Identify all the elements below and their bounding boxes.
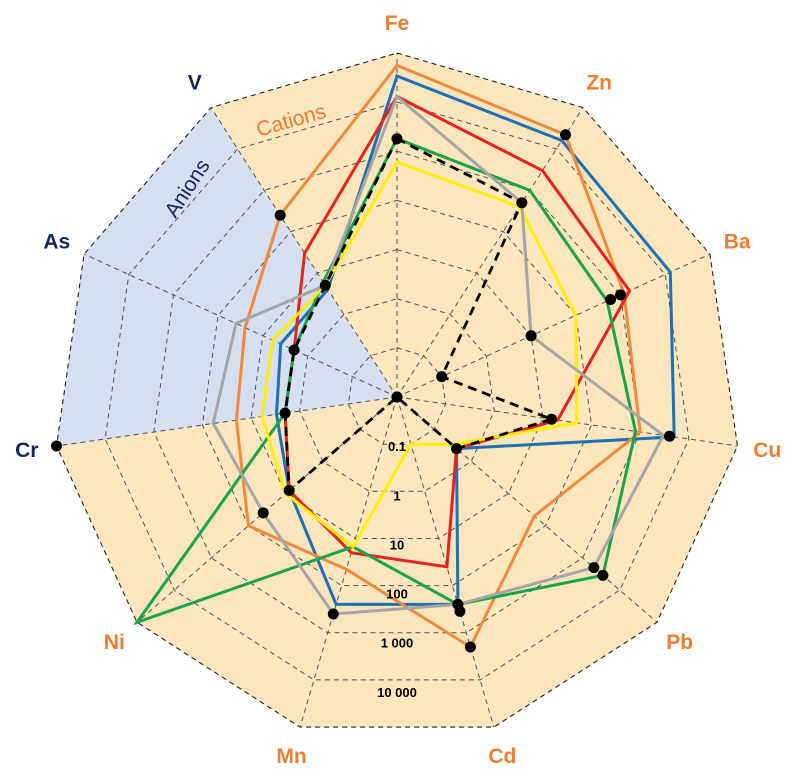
grid-spoke [396,396,495,728]
data-point-marker [288,344,300,356]
tick-label: 1 000 [381,636,414,651]
data-point-marker [597,569,609,581]
data-point-marker [615,289,626,301]
outer-ring [55,52,739,728]
tick-label: 10 [390,537,404,552]
chart-series [133,63,676,650]
data-point-marker [664,430,675,442]
series-line-4 [260,160,579,550]
series-line-0 [274,74,676,606]
data-point-marker [257,507,269,519]
chart-background [56,52,738,728]
axis-label-pb: Pb [666,631,693,654]
axis-label-v: V [188,71,202,94]
grid-ring [153,150,641,634]
tick-label: 1 [393,488,400,503]
data-point-marker [51,440,62,452]
axis-label-ni: Ni [104,631,125,654]
axis-label-zn: Zn [586,71,612,94]
grid-spoke [83,253,398,398]
data-point-marker [588,562,600,574]
chart-markers [51,129,675,653]
series-line-2 [283,94,632,569]
grid-spoke [396,253,711,398]
grid-ring [299,298,495,492]
tick-label: 0.1 [388,439,406,454]
tick-label: 100 [386,587,408,602]
data-point-marker [283,484,295,496]
data-point-marker [274,209,286,221]
grid-ring [104,101,690,681]
series-line-5 [211,93,666,616]
data-point-marker [560,129,571,141]
data-point-marker [319,279,331,291]
axis-label-cr: Cr [15,439,38,462]
axis-label-as: As [43,231,70,254]
data-point-marker [279,407,291,419]
data-point-marker [605,294,617,305]
grid-spoke [56,396,398,447]
axis-label-cd: Cd [488,745,516,768]
axis-label-cu: Cu [753,439,781,462]
data-point-marker [464,641,476,653]
data-point-marker [391,133,403,145]
series-line-6 [283,136,556,494]
tick-label: 10 000 [377,685,417,700]
data-point-marker [327,608,339,620]
data-point-marker [454,605,466,617]
axis-label-mn: Mn [276,745,306,768]
grid-spoke [299,396,398,728]
data-point-marker [451,443,462,455]
data-point-marker [391,391,403,403]
grid-spoke [396,107,584,398]
grid-spoke [396,396,738,447]
axis-label-fe: Fe [385,12,410,35]
data-point-marker [525,330,537,342]
grid-ring [347,347,447,445]
data-point-marker [436,371,448,383]
axis-label-ba: Ba [724,231,751,254]
data-point-marker [546,413,557,425]
data-point-marker [516,197,528,209]
